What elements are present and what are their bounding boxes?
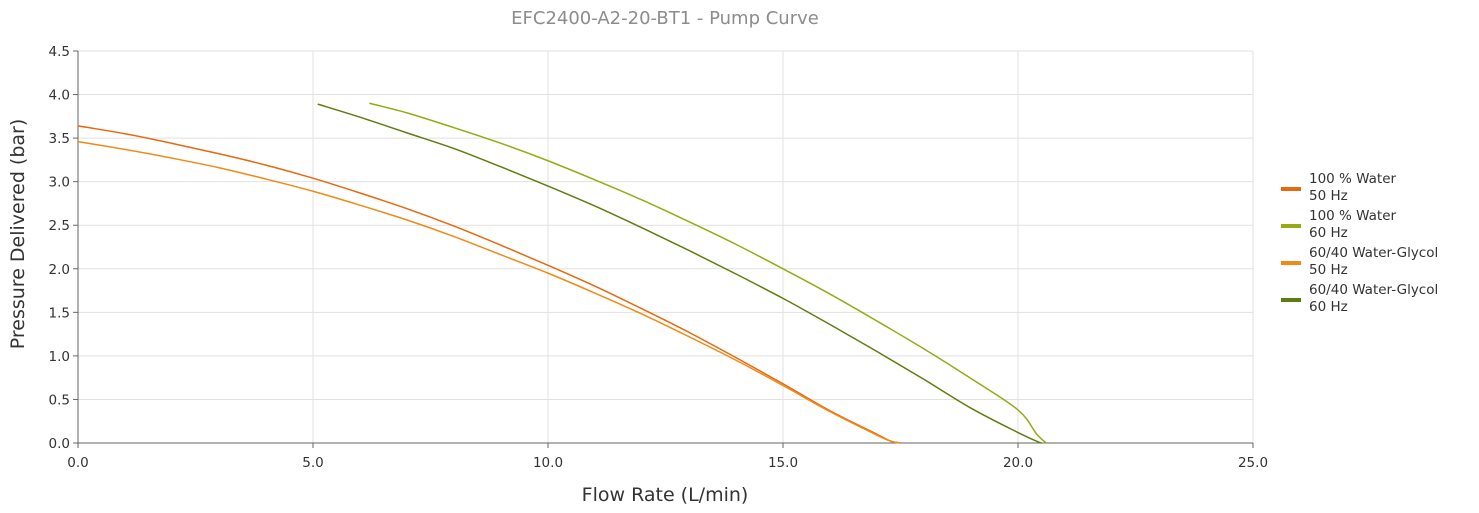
legend-label: 50 Hz [1309,262,1348,278]
legend-swatch [1281,261,1301,265]
y-tick-label: 0.5 [49,392,70,408]
x-tick-label: 10.0 [533,455,563,471]
x-tick-label: 5.0 [302,455,323,471]
y-tick-label: 1.0 [49,349,70,365]
legend-swatch [1281,187,1301,191]
series-lines [77,102,1047,444]
legend-label: 100 % Water [1309,171,1397,187]
y-tick-label: 0.0 [49,436,70,452]
legend-label: 60/40 Water-Glycol [1309,282,1438,298]
legend-label: 60 Hz [1309,299,1348,315]
series-line-2 [369,102,1047,444]
y-tick-label: 1.5 [49,305,70,321]
series-line-4 [317,103,1042,444]
x-tick-label: 25.0 [1238,455,1268,471]
y-axis-label: Pressure Delivered (bar) [7,119,29,350]
legend-swatch [1281,298,1301,302]
chart-title: EFC2400-A2-20-BT1 - Pump Curve [511,8,819,29]
x-tick-label: 20.0 [1003,455,1033,471]
series-line-3 [77,140,901,444]
x-tick-label: 15.0 [768,455,798,471]
legend-label: 50 Hz [1309,188,1348,204]
y-tick-label: 2.0 [49,262,70,278]
y-tick-label: 3.0 [49,175,70,191]
x-tick-label: 0.0 [67,455,88,471]
legend-swatch [1281,224,1301,228]
legend-label: 60 Hz [1309,225,1348,241]
legend-label: 60/40 Water-Glycol [1309,245,1438,261]
x-axis-label: Flow Rate (L/min) [582,484,749,506]
y-tick-label: 4.0 [49,88,70,104]
legend-label: 100 % Water [1309,208,1397,224]
axes: 0.0 5.0 10.0 15.0 20.0 25.0 0.0 0.5 1.0 1.5 2.0 2.5… [49,44,1269,471]
y-tick-label: 4.5 [49,44,70,60]
y-tick-label: 2.5 [49,218,70,234]
series-line-1 [77,125,901,444]
y-tick-label: 3.5 [49,131,70,147]
grid-lines [78,50,1254,443]
